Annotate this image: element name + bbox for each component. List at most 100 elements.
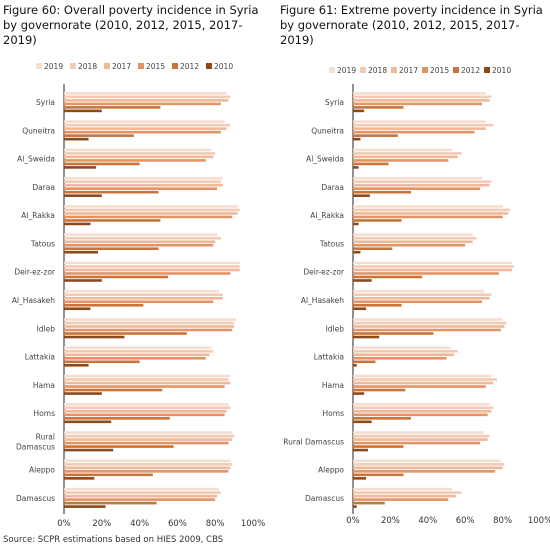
bar-2017 bbox=[64, 268, 240, 272]
bar-2017 bbox=[353, 410, 492, 413]
bar-2010 bbox=[64, 250, 99, 254]
bar-2015 bbox=[353, 243, 466, 247]
bar-2018 bbox=[64, 349, 214, 353]
legend-swatch bbox=[70, 63, 76, 69]
category-label: Hama bbox=[322, 381, 344, 390]
bar-2019 bbox=[64, 318, 236, 321]
bar-2019 bbox=[353, 289, 484, 293]
bar-2019 bbox=[353, 403, 490, 406]
bar-2018 bbox=[64, 434, 235, 438]
chart-2: 2019 2018 2017 2015 2012 2010 Syria Quneitra Al_… bbox=[283, 66, 550, 526]
x-tick-label: 0% bbox=[346, 516, 360, 526]
bar-2012 bbox=[353, 360, 376, 364]
bar-2019 bbox=[64, 289, 219, 293]
bar-2012 bbox=[353, 445, 404, 448]
bar-2017 bbox=[64, 381, 231, 385]
legend-label: 2018 bbox=[78, 62, 97, 71]
bar-2018 bbox=[353, 293, 492, 297]
chart-1: 2019 2018 2017 2015 2012 2010 Syria Quneitra Al_… bbox=[12, 62, 265, 529]
category-label: Daraa bbox=[321, 183, 344, 192]
bar-2010 bbox=[353, 477, 367, 480]
bar-2010 bbox=[64, 279, 102, 282]
bar-2015 bbox=[353, 272, 499, 275]
bar-2017 bbox=[353, 212, 509, 215]
bar-2018 bbox=[353, 378, 497, 381]
bar-2019 bbox=[64, 120, 225, 123]
bar-2017 bbox=[353, 99, 490, 102]
bar-2017 bbox=[64, 155, 214, 159]
bar-2012 bbox=[64, 388, 163, 392]
bar-2019 bbox=[64, 403, 229, 406]
bar-2017 bbox=[353, 268, 512, 272]
x-tick-label: 20% bbox=[381, 516, 400, 526]
x-tick-label: 0% bbox=[57, 519, 71, 529]
legend-swatch bbox=[138, 63, 144, 69]
bar-2012 bbox=[353, 247, 393, 251]
bar-2019 bbox=[353, 148, 453, 152]
bar-2012 bbox=[353, 275, 423, 279]
legend-label: 2018 bbox=[368, 66, 387, 75]
bar-2017 bbox=[64, 353, 210, 357]
bar-2012 bbox=[64, 303, 144, 307]
bar-2019 bbox=[353, 487, 453, 491]
bar-2015 bbox=[64, 272, 231, 275]
bar-2015 bbox=[64, 130, 221, 134]
bar-2017 bbox=[64, 296, 223, 300]
category-label: Tatous bbox=[319, 239, 344, 248]
x-tick-label: 100% bbox=[241, 519, 265, 529]
bar-2018 bbox=[353, 180, 492, 183]
bar-2015 bbox=[64, 413, 225, 417]
bar-2010 bbox=[64, 109, 102, 113]
chart-title: Figure 60: Overall poverty incidence in … bbox=[3, 3, 259, 47]
bar-2019 bbox=[353, 318, 503, 321]
legend-swatch bbox=[484, 67, 490, 73]
bar-2012 bbox=[353, 388, 406, 392]
category-label: Deir-ez-zor bbox=[14, 268, 56, 277]
legend-swatch bbox=[206, 63, 212, 69]
bar-2018 bbox=[64, 208, 240, 212]
bar-2015 bbox=[64, 215, 233, 219]
bar-2015 bbox=[353, 215, 503, 219]
legend-label: 2019 bbox=[337, 66, 356, 75]
bar-2018 bbox=[353, 349, 458, 353]
bar-2012 bbox=[64, 106, 161, 109]
bar-2019 bbox=[64, 431, 233, 434]
legend-swatch bbox=[104, 63, 110, 69]
bar-2010 bbox=[353, 392, 365, 395]
bar-2018 bbox=[353, 491, 462, 494]
bar-2017 bbox=[353, 127, 486, 130]
category-label: Al_Rakka bbox=[21, 211, 55, 220]
bar-2012 bbox=[353, 134, 398, 137]
bar-2015 bbox=[64, 300, 214, 304]
bar-2010 bbox=[353, 307, 367, 311]
bar-2012 bbox=[64, 417, 170, 420]
category-label: Rural bbox=[36, 432, 55, 441]
bar-2010 bbox=[64, 166, 97, 169]
bar-2010 bbox=[64, 477, 95, 480]
legend-label: 2015 bbox=[146, 62, 165, 71]
x-tick-label: 40% bbox=[130, 519, 149, 529]
bar-2012 bbox=[64, 162, 140, 166]
category-label: Al_Hasakeh bbox=[301, 296, 344, 305]
bar-2019 bbox=[353, 205, 503, 208]
legend-label: 2012 bbox=[180, 62, 199, 71]
bar-2010 bbox=[353, 250, 361, 254]
bar-2018 bbox=[64, 491, 221, 494]
category-label: Deir-ez-zor bbox=[303, 268, 345, 277]
bar-2015 bbox=[64, 356, 206, 360]
bar-2018 bbox=[64, 152, 216, 155]
bar-2017 bbox=[64, 325, 235, 328]
chart-title: Figure 61: Extreme poverty incidence in … bbox=[280, 3, 543, 47]
x-tick-label: 80% bbox=[493, 516, 512, 526]
bar-2010 bbox=[353, 166, 359, 169]
bar-2018 bbox=[64, 123, 231, 127]
bar-2012 bbox=[64, 275, 168, 279]
bar-2010 bbox=[64, 335, 125, 339]
bar-2015 bbox=[64, 243, 214, 247]
bar-2018 bbox=[64, 321, 235, 325]
bar-2010 bbox=[353, 194, 370, 197]
category-label: Lattakia bbox=[314, 353, 344, 362]
bar-2010 bbox=[353, 137, 361, 141]
bar-2017 bbox=[353, 325, 505, 328]
